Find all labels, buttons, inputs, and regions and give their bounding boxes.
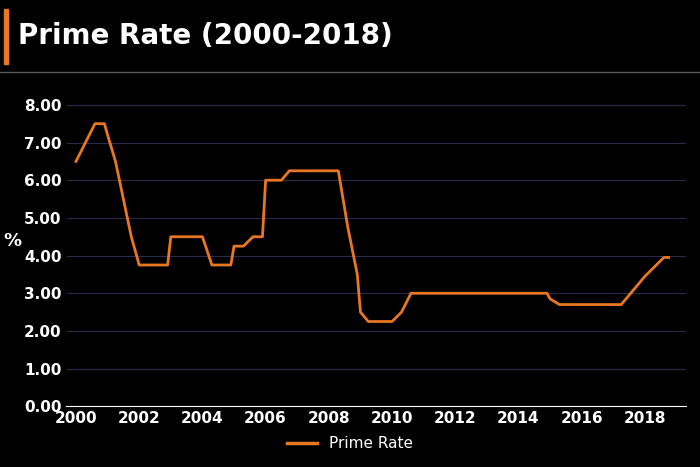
Text: Prime Rate (2000-2018): Prime Rate (2000-2018) bbox=[18, 22, 392, 50]
Bar bbox=[4, 9, 8, 64]
Legend: Prime Rate: Prime Rate bbox=[281, 430, 419, 457]
Y-axis label: %: % bbox=[4, 232, 22, 249]
